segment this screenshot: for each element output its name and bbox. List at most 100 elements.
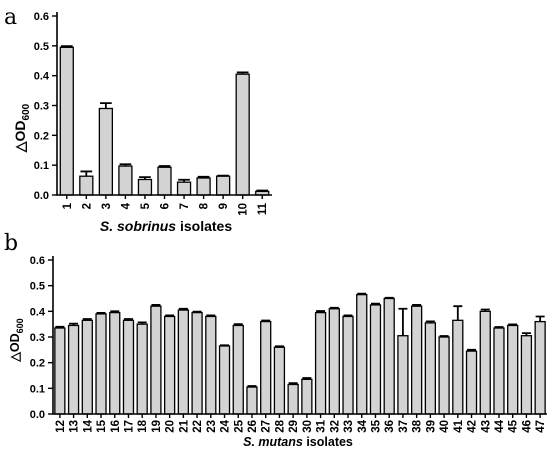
x-tick-label: 20 — [165, 420, 177, 433]
x-tick-label: 29 — [288, 420, 300, 433]
error-bar-30 — [302, 377, 312, 380]
error-bar-4 — [119, 163, 132, 167]
error-bar-18 — [137, 321, 147, 325]
panel-a-error-bars — [60, 45, 269, 192]
error-bar-1 — [60, 45, 73, 48]
bar-40 — [438, 336, 450, 415]
error-bar-26 — [247, 385, 257, 388]
error-bar-37 — [398, 307, 408, 336]
bar-45 — [507, 324, 519, 415]
panel-b-bars — [54, 293, 546, 415]
panel-b: b 0.0 0.1 0.2 0.3 0.4 0.5 0.6 12 13 14 15 16 17 18 19… — [4, 231, 547, 449]
error-bar-9 — [217, 174, 229, 177]
x-tick-label: 45 — [508, 419, 520, 432]
bar-31 — [314, 311, 327, 415]
x-tick-label: 15 — [96, 419, 108, 432]
x-tick-label: 11 — [257, 202, 269, 215]
x-tick-label: 46 — [521, 420, 533, 433]
bar-29 — [287, 383, 299, 415]
x-tick-label: 14 — [82, 419, 94, 432]
x-tick-label: 36 — [384, 420, 396, 433]
x-tick-label: 42 — [467, 420, 479, 433]
bar-43 — [479, 310, 491, 415]
y-tick-label: 0.2 — [34, 130, 49, 142]
bar-12 — [54, 327, 66, 415]
x-tick-label: 8 — [199, 202, 211, 209]
error-bar-31 — [316, 310, 326, 313]
error-bar-29 — [288, 382, 298, 385]
error-bar-2 — [80, 170, 93, 177]
error-bar-22 — [192, 310, 202, 313]
bar-39 — [424, 322, 437, 415]
x-tick-label: 33 — [343, 420, 355, 433]
panel-a-y-axis-title: △OD600 — [12, 103, 32, 153]
error-bar-34 — [357, 292, 367, 295]
x-tick-label: 2 — [81, 203, 93, 209]
error-bar-12 — [55, 325, 65, 329]
x-tick-label: 26 — [247, 420, 259, 433]
x-tick-label: 27 — [261, 420, 273, 433]
error-bar-41 — [453, 305, 463, 321]
panel-a-x-axis-title: S. sobrinus isolates — [100, 218, 232, 234]
bar-47 — [534, 320, 546, 415]
x-tick-label: 4 — [120, 202, 132, 209]
error-bar-32 — [329, 306, 339, 309]
bar-34 — [356, 293, 368, 415]
panel-b-letter: b — [4, 231, 18, 256]
error-bar-13 — [69, 322, 79, 326]
bar-6 — [157, 166, 172, 196]
x-tick-label: 34 — [357, 419, 369, 432]
error-bar-43 — [480, 308, 490, 312]
y-tick-label: 0.4 — [34, 71, 50, 83]
y-tick-label: 0.6 — [30, 255, 45, 267]
x-tick-label: 18 — [137, 419, 149, 432]
error-bar-39 — [425, 320, 435, 323]
x-tick-label: 43 — [480, 420, 492, 433]
x-tick-label: 16 — [110, 420, 122, 433]
panel-b-axes — [52, 256, 547, 415]
x-tick-label: 37 — [398, 420, 410, 433]
bar-9 — [215, 175, 231, 196]
error-bar-16 — [110, 310, 120, 313]
error-bar-21 — [178, 307, 188, 311]
x-tick-label: 1 — [62, 202, 74, 209]
x-tick-label: 23 — [206, 420, 218, 433]
bar-28 — [273, 346, 286, 415]
y-tick-label: 0.5 — [34, 41, 49, 53]
error-bar-7 — [178, 178, 190, 183]
panel-b-y-axis-ticks: 0.0 0.1 0.2 0.3 0.4 0.5 0.6 — [30, 255, 53, 421]
x-tick-label: 5 — [140, 202, 152, 209]
bar-35 — [369, 304, 382, 415]
panel-b-error-bars — [55, 292, 545, 388]
bar-37 — [397, 335, 409, 415]
bar-10 — [235, 73, 250, 196]
error-bar-35 — [370, 302, 380, 305]
y-tick-label: 0.4 — [30, 306, 46, 318]
bar-30 — [301, 378, 313, 415]
x-tick-label: 25 — [233, 419, 245, 432]
bar-8 — [196, 177, 211, 196]
x-tick-label: 30 — [302, 420, 314, 433]
error-bar-45 — [508, 323, 518, 326]
bar-33 — [342, 315, 354, 415]
x-tick-label: 17 — [123, 420, 135, 433]
panel-b-y-axis-title: △OD600 — [8, 318, 25, 362]
panel-b-x-axis-title: S. mutans isolates — [243, 435, 353, 449]
bar-13 — [67, 324, 80, 415]
bar-3 — [98, 107, 114, 196]
error-bar-20 — [165, 314, 175, 317]
y-tick-label: 0.2 — [30, 358, 45, 370]
x-tick-label: 22 — [192, 420, 204, 433]
x-tick-label: 32 — [329, 420, 341, 433]
bar-24 — [218, 345, 231, 415]
y-tick-label: 0.5 — [30, 281, 45, 293]
panel-b-x-axis-ticks: 12 13 14 15 16 17 18 19 20 21 22 23 24 25 26 27 28 29 30 31… — [55, 414, 547, 433]
error-bar-11 — [256, 189, 269, 192]
error-bar-46 — [521, 332, 531, 336]
x-tick-label: 21 — [178, 419, 190, 432]
x-tick-label: 38 — [412, 419, 424, 432]
x-tick-label: 40 — [439, 420, 451, 433]
bar-2 — [79, 175, 94, 196]
error-bar-25 — [233, 323, 243, 326]
